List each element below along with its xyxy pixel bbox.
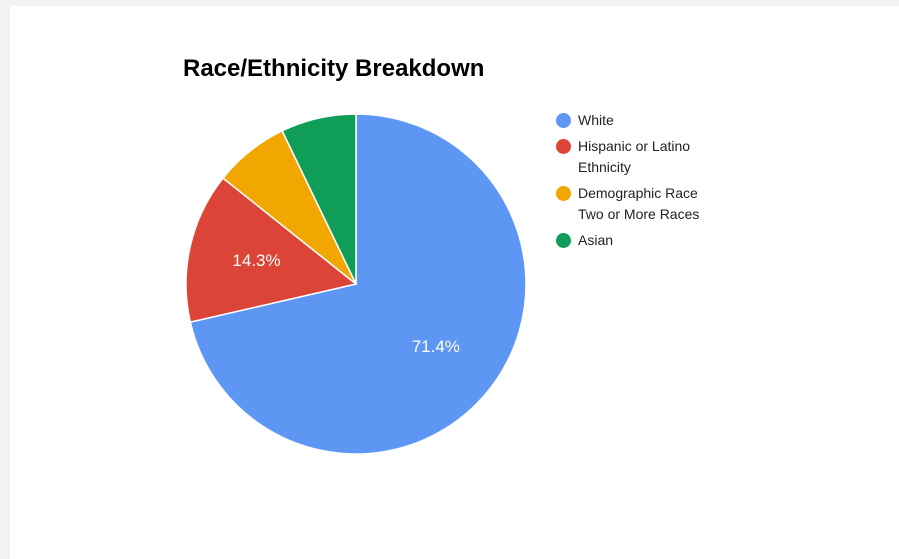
legend-item-asian[interactable]: Asian [556, 230, 756, 251]
legend-label-hispanic-or-latino-line1: Hispanic or Latino [578, 138, 691, 154]
legend-label-hispanic-or-latino-line2: Ethnicity [578, 159, 631, 175]
pie-data-label-hispanic-or-latino-ethnicity: 14.3% [232, 251, 280, 270]
legend-swatch-asian [556, 233, 571, 248]
pie-data-label-white: 71.4% [412, 337, 460, 356]
legend-item-white[interactable]: White [556, 110, 756, 131]
legend-label-two-or-more-races-line1: Demographic Race [578, 185, 698, 201]
chart-legend: White Hispanic or Latino Ethnicity Demog… [556, 110, 756, 256]
legend-item-two-or-more-races[interactable]: Demographic Race Two or More Races [556, 183, 756, 225]
pie-slices [185, 113, 527, 455]
pie-slice-white[interactable] [189, 113, 527, 455]
legend-item-hispanic-or-latino[interactable]: Hispanic or Latino Ethnicity [556, 136, 756, 178]
pie-slice-asian[interactable] [281, 113, 357, 285]
legend-swatch-two-or-more-races [556, 186, 571, 201]
legend-label-white: White [578, 112, 614, 128]
legend-swatch-white [556, 113, 571, 128]
legend-swatch-hispanic-or-latino [556, 139, 571, 154]
chart-title: Race/Ethnicity Breakdown [183, 55, 485, 82]
legend-label-asian: Asian [578, 232, 614, 248]
pie-slice-hispanic-or-latino-ethnicity[interactable] [185, 177, 358, 324]
legend-label-two-or-more-races-line2: Two or More Races [578, 206, 700, 222]
pie-data-labels: 71.4% 14.3% [232, 251, 459, 356]
